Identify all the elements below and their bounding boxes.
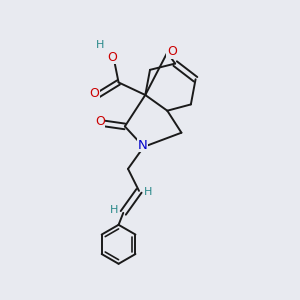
Text: O: O — [89, 87, 99, 100]
Text: H: H — [144, 188, 152, 197]
Text: O: O — [95, 115, 105, 128]
Text: H: H — [110, 206, 118, 215]
Text: H: H — [95, 40, 104, 50]
Text: O: O — [167, 45, 177, 58]
Text: O: O — [107, 51, 117, 64]
Text: N: N — [137, 139, 147, 152]
